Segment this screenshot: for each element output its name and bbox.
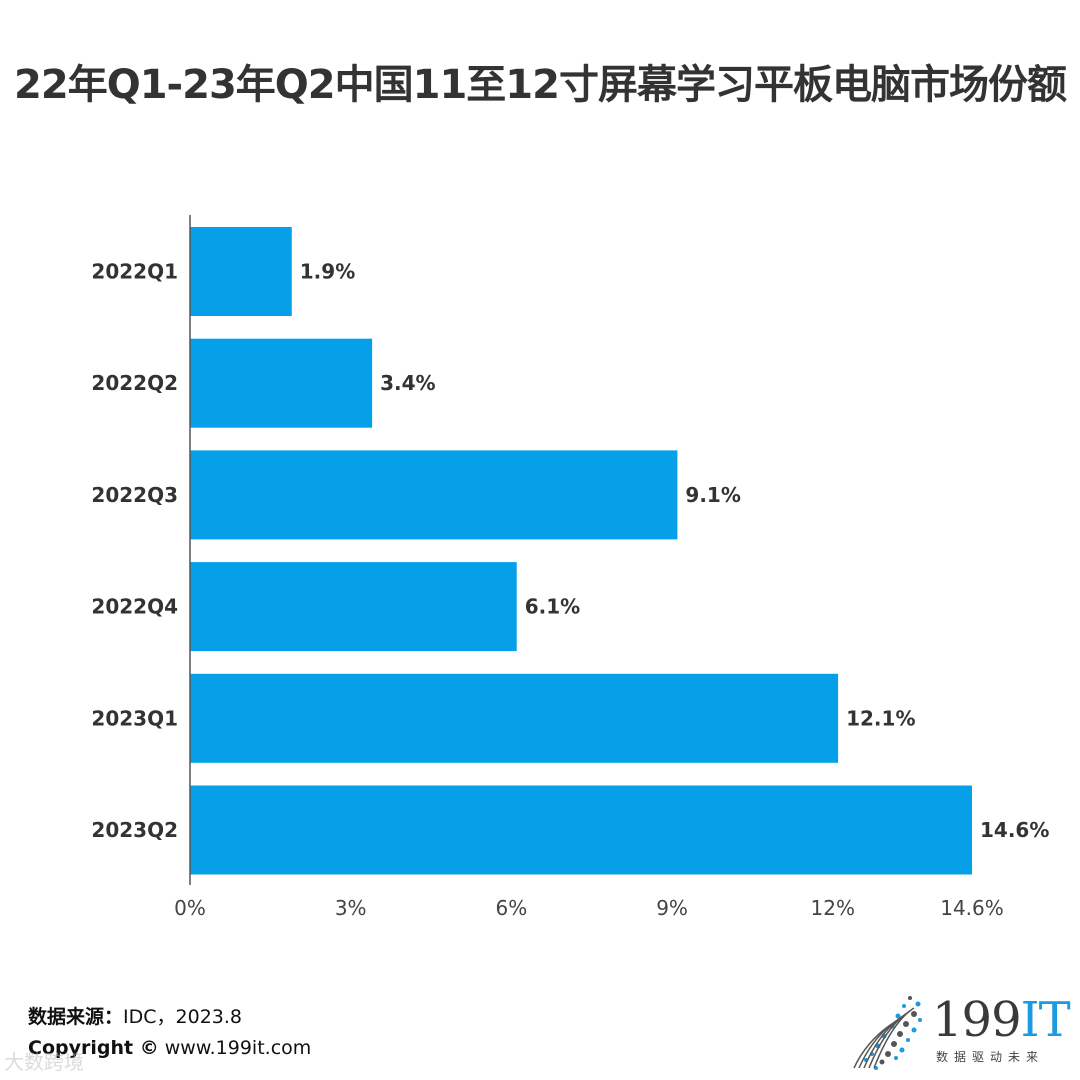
- value-label-2023Q1: 12.1%: [846, 706, 915, 730]
- category-label-2023Q2: 2023Q2: [91, 818, 178, 842]
- bar-2022Q2: [190, 338, 373, 428]
- copyright-label: Copyright ©: [28, 1037, 159, 1059]
- source-note: 数据来源：IDC，2023.8: [28, 1002, 242, 1029]
- chart-title: 22年Q1-23年Q2中国11至12寸屏幕学习平板电脑市场份额: [14, 62, 1067, 108]
- category-label-2022Q3: 2022Q3: [91, 483, 178, 507]
- source-value: IDC，2023.8: [123, 1006, 242, 1028]
- watermark-text: 大数跨境: [4, 1050, 84, 1074]
- bar-2023Q1: [190, 673, 839, 763]
- bar-2022Q4: [190, 562, 517, 652]
- x-ticks-layer: 0% 3% 6% 9% 12% 14.6%: [174, 896, 1004, 920]
- x-tick-label: 12%: [811, 896, 855, 920]
- category-label-2022Q4: 2022Q4: [91, 595, 178, 619]
- copyright-url: www.199it.com: [158, 1037, 312, 1059]
- bars-layer: [190, 227, 972, 875]
- x-tick-label: 9%: [656, 896, 688, 920]
- category-labels-layer: 2022Q1 2022Q2 2022Q3 2022Q4 2023Q1 2023Q2: [91, 260, 178, 843]
- x-tick-label: 14.6%: [940, 896, 1004, 920]
- bar-2022Q3: [190, 450, 678, 540]
- value-label-2022Q2: 3.4%: [380, 371, 435, 395]
- bar-2023Q2: [190, 785, 972, 875]
- category-label-2022Q1: 2022Q1: [91, 260, 178, 284]
- x-tick-label: 6%: [496, 896, 528, 920]
- logo-wordmark: 199IT: [932, 992, 1071, 1048]
- logo-dots-icon: [853, 996, 922, 1070]
- brand-logo: 199IT 数据驱动未来: [848, 990, 1071, 1070]
- value-label-2022Q3: 9.1%: [685, 483, 740, 507]
- copyright-note: Copyright © www.199it.com: [28, 1037, 311, 1059]
- x-tick-label: 3%: [335, 896, 367, 920]
- x-tick-label: 0%: [174, 896, 206, 920]
- value-labels-layer: 1.9% 3.4% 9.1% 6.1% 12.1% 14.6%: [300, 260, 1050, 843]
- value-label-2023Q2: 14.6%: [980, 818, 1049, 842]
- logo-slogan: 数据驱动未来: [936, 1050, 1045, 1064]
- category-label-2023Q1: 2023Q1: [91, 706, 178, 730]
- category-label-2022Q2: 2022Q2: [91, 371, 178, 395]
- bar-2022Q1: [190, 227, 292, 316]
- value-label-2022Q1: 1.9%: [300, 260, 355, 284]
- source-label: 数据来源：: [28, 1006, 124, 1028]
- value-label-2022Q4: 6.1%: [525, 595, 580, 619]
